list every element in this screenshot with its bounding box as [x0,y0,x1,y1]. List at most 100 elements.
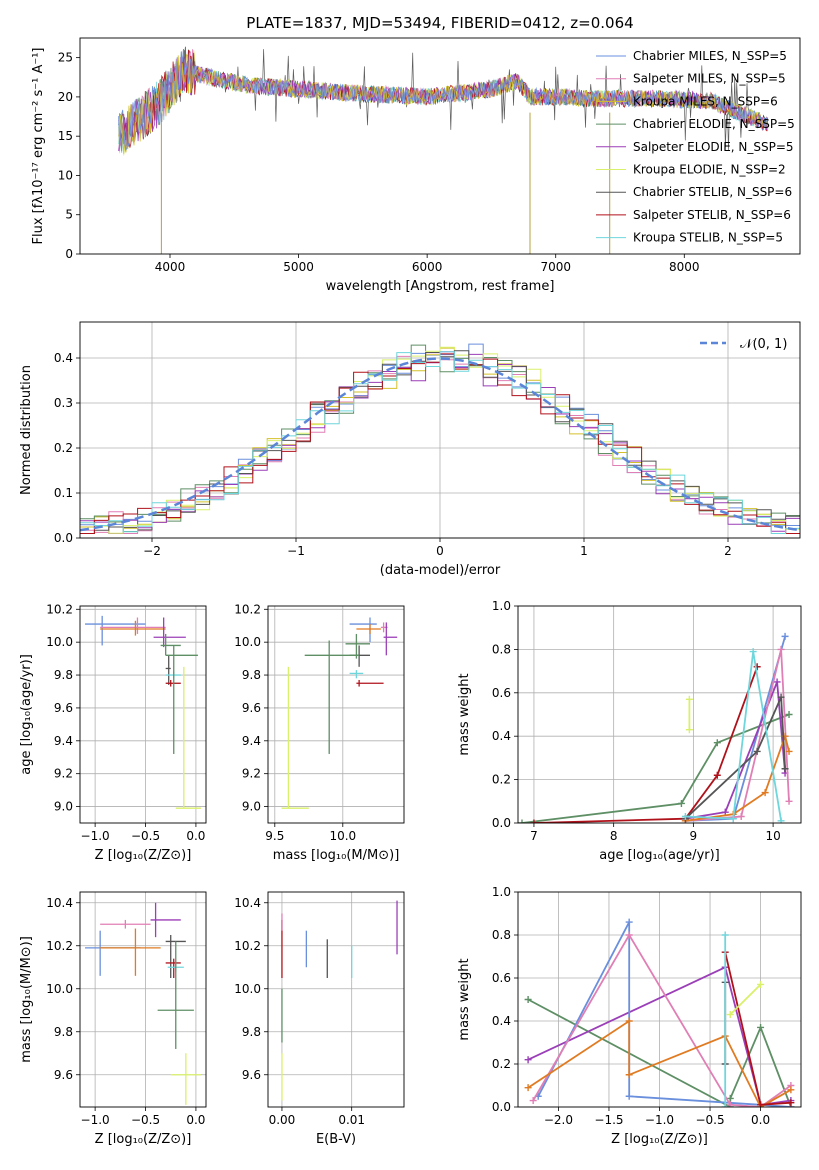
x-tick-label: −1.5 [594,1113,623,1127]
data-point-ke [170,1053,201,1105]
weight-marker [781,632,789,640]
y-tick-label: 10.0 [46,982,73,996]
spectrum-title: PLATE=1837, MJD=53494, FIBERID=0412, z=0… [246,14,633,32]
x-tick-label: −2.0 [544,1113,573,1127]
x-tick-label: −1.0 [81,1113,110,1127]
y-tick-label: 0 [65,247,73,261]
weight-marker [777,693,785,701]
y-tick-label: 9.0 [54,800,73,814]
weight-marker [524,1056,532,1064]
weight-line-ce [521,713,790,823]
y-tick-label: 9.6 [242,1068,261,1082]
y-tick-label: 9.8 [242,668,261,682]
y-tick-label: 9.6 [54,1068,73,1082]
weight-marker [713,771,721,779]
y-tick-label: 9.6 [54,701,73,715]
weight-marker [726,1101,734,1107]
data-point-se [383,622,398,656]
x-axis-label: age [log₁₀(age/yr)] [599,848,720,863]
y-tick-label: 9.4 [242,734,261,748]
legend-label: Salpeter STELIB, N_SSP=6 [633,208,791,222]
weight-line-se [527,966,792,1106]
y-tick-label: 1.0 [492,599,511,613]
weight-marker [625,931,633,939]
y-tick-label: 0.4 [492,729,511,743]
weight-marker [721,931,729,939]
data-point-cs [165,655,171,685]
weight-marker [685,726,693,734]
weight-marker [753,747,761,755]
weight-marker [737,812,745,820]
y-tick-label: 0.1 [54,486,73,500]
x-tick-label: 1 [580,544,588,558]
x-axis-label: Z [log₁₀(Z/Z⊙)] [95,1132,192,1147]
y-tick-label: 0.6 [492,971,511,985]
axes-frame [79,891,207,1108]
data-point-cm [349,617,377,643]
weight-marker [757,980,765,988]
data-point-orange [100,620,166,636]
x-axis-label: E(B-V) [316,1132,356,1147]
weight-marker [781,765,789,773]
x-tick-label: 5000 [283,260,314,274]
y-tick-label: 10.0 [234,982,261,996]
weight-marker [530,819,538,823]
weight-marker [787,1086,795,1094]
data-point-ce [157,941,194,1049]
legend-label: Chabrier STELIB, N_SSP=6 [633,185,792,199]
x-tick-label: −0.5 [695,1113,724,1127]
y-tick-label: 9.2 [242,767,261,781]
y-tick-label: 0.0 [54,531,73,545]
weight-line-cs [684,696,786,820]
age-vs-mass-panel: 9.5 10.0 9.0 9.2 9.4 9.6 9.8 10.0 10.2 mass [log₁… [234,602,405,863]
weight-marker [757,1101,765,1107]
y-tick-label: 0.8 [492,642,511,656]
y-axis-label: Normed distribution [19,365,34,495]
axes-frame [517,891,802,1108]
axes-frame [79,605,207,824]
data-point-ce [304,640,360,754]
y-tick-label: 10.2 [234,939,261,953]
weight-marker [749,648,757,656]
histogram-steps [80,343,800,534]
data-point-ks [349,670,364,679]
mass-weight-vs-metallicity-panel: −2.0 −1.5 −1.0 −0.5 0.0 0.0 0.2 0.4 0.6 0.8 1.0 Z [… [457,885,802,1147]
y-axis-label: age [log₁₀(age/yr)] [19,654,34,775]
y-tick-label: 10.4 [46,896,73,910]
y-axis-label: mass weight [457,673,472,755]
y-tick-label: 9.4 [54,734,73,748]
mass-weight-vs-age-panel: 7 8 9 10 0.0 0.2 0.4 0.6 0.8 1.0 age [log₁₀(age/yr… [457,599,802,863]
x-tick-label: 0 [436,544,444,558]
x-tick-label: −0.5 [131,1113,160,1127]
data-point-orange [100,928,161,976]
x-tick-label: 2 [724,544,732,558]
legend-label: Kroupa MILES, N_SSP=6 [633,94,778,108]
errorbar-points [281,900,398,1101]
x-tick-label: −1 [287,544,305,558]
weight-line-se [685,681,786,820]
weight-marker [529,1097,537,1105]
y-tick-label: 10 [58,168,73,182]
data-point-cm [85,615,146,646]
x-tick-label: 7 [530,829,538,843]
y-tick-label: 9.0 [242,800,261,814]
weight-line-ss [533,666,759,823]
legend-label: Salpeter ELODIE, N_SSP=5 [633,140,794,154]
data-point-ss [356,679,384,687]
weight-marker [524,996,532,1003]
data-point-sm [100,919,151,929]
weight-line-ks [685,651,782,821]
weight-marker [785,711,793,718]
age-vs-metallicity-panel: −1.0 −0.5 0.0 9.0 9.2 9.4 9.6 9.8 10.0 10.2 Z [log… [19,602,207,863]
y-tick-label: 10.0 [46,635,73,649]
x-tick-label: 9 [690,829,698,843]
weight-marker [726,1094,734,1102]
weight-marker [761,789,769,797]
errorbar-points [281,617,398,809]
residual-histogram-panel: −2 −1 0 1 2 0.0 0.1 0.2 0.3 0.4 (data-model)/error… [19,321,801,578]
data-point-cs [349,645,370,667]
data-point-cm [85,930,141,976]
data-point-ce [160,633,181,656]
y-tick-label: 9.8 [242,1025,261,1039]
